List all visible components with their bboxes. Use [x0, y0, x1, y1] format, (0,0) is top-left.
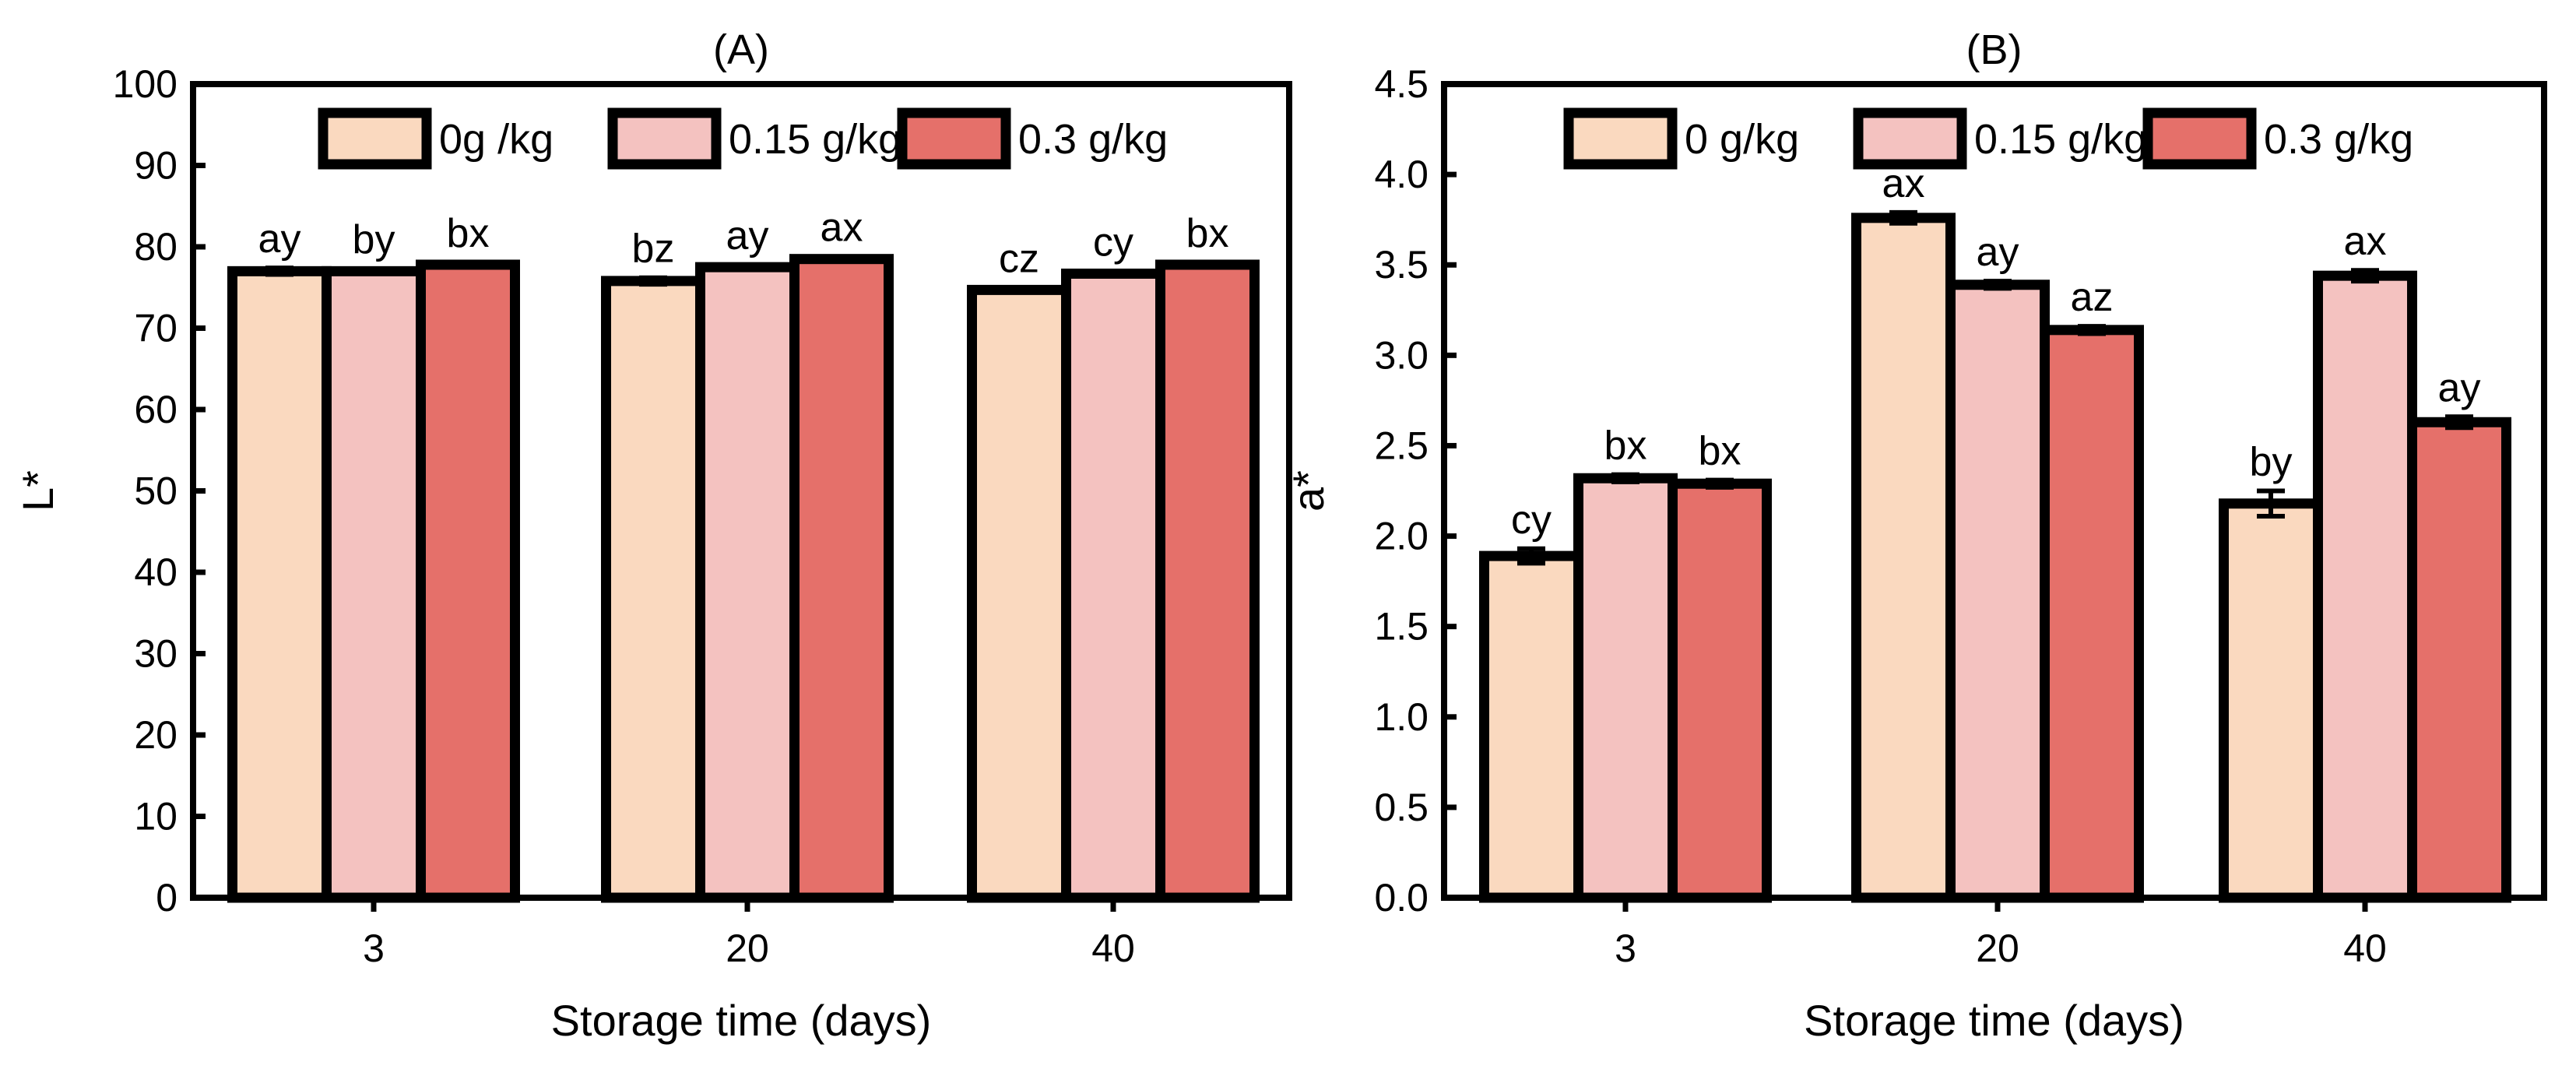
x-tick-label: 3 — [363, 927, 385, 970]
data-label: bx — [447, 211, 490, 256]
bar-40d-series-1 — [2219, 498, 2323, 903]
y-tick-label: 30 — [134, 632, 177, 676]
y-tick-label: 90 — [134, 144, 177, 188]
y-tick-label: 3.5 — [1374, 243, 1429, 287]
y-tick-label: 100 — [113, 62, 177, 106]
data-label: ax — [2344, 219, 2387, 264]
y-tick-label: 70 — [134, 307, 177, 350]
bar-40d-series-3 — [1155, 259, 1260, 903]
legend-swatch-2 — [607, 107, 722, 170]
legend-swatch-3 — [897, 107, 1011, 170]
x-tick-label: 3 — [1615, 927, 1636, 970]
plot-frame — [1441, 81, 2547, 901]
bar-40d-series-2 — [1061, 268, 1165, 903]
data-label: bx — [1604, 424, 1647, 469]
bar-20d-series-3 — [2040, 325, 2144, 903]
y-tick-label: 4.0 — [1374, 153, 1429, 196]
y-tick-label: 2.0 — [1374, 515, 1429, 558]
bar-40d-series-2 — [2313, 270, 2417, 903]
data-label: ax — [821, 206, 863, 251]
bar-20d-series-2 — [695, 262, 800, 903]
data-label: az — [2071, 275, 2114, 320]
data-label: by — [2250, 440, 2293, 485]
x-tick-label: 40 — [1091, 927, 1135, 970]
data-label: cy — [1511, 498, 1552, 543]
x-tick-label: 20 — [726, 927, 769, 970]
y-tick-label: 0.5 — [1374, 786, 1429, 829]
y-tick-label: 50 — [134, 469, 177, 513]
legend-label-3: 0.3 g/kg — [1018, 116, 1168, 163]
y-axis-title: a* — [1284, 470, 1333, 512]
data-label: by — [353, 217, 395, 262]
data-label: cy — [1093, 220, 1133, 265]
bar-3d-series-1 — [1479, 550, 1583, 903]
data-label: cz — [999, 236, 1039, 281]
y-tick-label: 2.5 — [1374, 424, 1429, 467]
chart-title: (A) — [713, 26, 769, 73]
y-tick-label: 10 — [134, 795, 177, 839]
data-label: bz — [632, 227, 675, 272]
data-label: ay — [726, 213, 769, 258]
bar-40d-series-1 — [967, 284, 1071, 903]
legend-label-1: 0 g/kg — [1685, 116, 1799, 163]
data-label: ay — [1977, 230, 2019, 275]
y-tick-label: 80 — [134, 225, 177, 269]
data-label: bx — [1699, 429, 1741, 474]
legend-swatch-3 — [2142, 107, 2257, 170]
legend-swatch-2 — [1853, 107, 1967, 170]
legend-label-2: 0.15 g/kg — [729, 116, 901, 163]
bar-40d-series-3 — [2407, 417, 2511, 903]
legend-label-2: 0.15 g/kg — [1974, 116, 2147, 163]
legend-swatch-1 — [1563, 107, 1678, 170]
x-axis-title: Storage time (days) — [551, 996, 932, 1045]
data-label: bx — [1186, 211, 1229, 256]
legend-swatch-1 — [318, 107, 432, 170]
x-axis-title: Storage time (days) — [1804, 996, 2184, 1045]
y-tick-label: 60 — [134, 388, 177, 431]
bar-20d-series-1 — [1851, 213, 1956, 903]
y-tick-label: 1.0 — [1374, 695, 1429, 739]
y-tick-label: 20 — [134, 713, 177, 757]
bar-20d-series-1 — [601, 276, 705, 903]
data-label: ay — [2438, 365, 2481, 410]
bar-3d-series-3 — [416, 259, 520, 903]
x-tick-label: 20 — [1976, 927, 2019, 970]
bar-3d-series-2 — [1573, 473, 1678, 903]
chart-panel-a: (A) ay by bx bz ay ax cz cy bx 0 10 20 30 40 50 60 70 80 90… — [13, 26, 1292, 1045]
y-axis-title: L* — [13, 470, 62, 512]
y-tick-label: 0 — [156, 876, 177, 920]
bar-3d-series-3 — [1668, 478, 1772, 903]
y-tick-label: 0.0 — [1374, 876, 1429, 920]
legend-label-3: 0.3 g/kg — [2264, 116, 2413, 163]
legend-label-1: 0g /kg — [439, 116, 554, 163]
bar-3d-series-1 — [227, 265, 332, 903]
bar-20d-series-3 — [789, 254, 894, 903]
bar-20d-series-2 — [1945, 280, 2050, 903]
x-tick-label: 40 — [2343, 927, 2387, 970]
y-tick-label: 3.0 — [1374, 333, 1429, 377]
chart-title: (B) — [1966, 26, 2022, 73]
y-tick-label: 40 — [134, 550, 177, 594]
bar-3d-series-2 — [322, 265, 426, 903]
y-tick-label: 1.5 — [1374, 605, 1429, 649]
data-label: ay — [258, 216, 301, 262]
y-tick-label: 4.5 — [1374, 62, 1429, 106]
